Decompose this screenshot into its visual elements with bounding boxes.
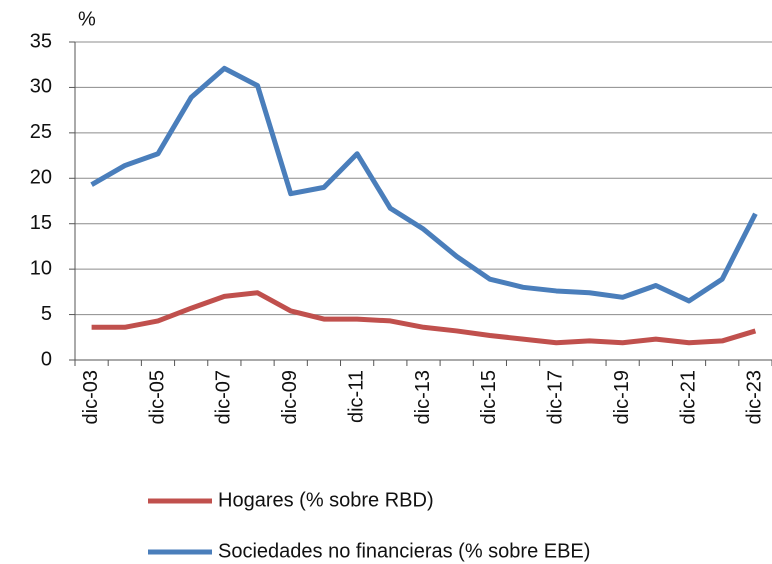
y-tick-label: 0 [41,348,52,370]
y-tick-label: 15 [30,212,52,234]
series-line [90,65,758,304]
x-tick-label: dic-21 [677,370,699,424]
y-tick-label: 20 [30,167,52,189]
x-tick-label: dic-17 [545,370,567,424]
x-tick-label: dic-13 [412,370,434,424]
legend-label: Hogares (% sobre RBD) [218,489,434,511]
y-tick-label: 10 [30,257,52,279]
x-tick-label: dic-05 [146,370,168,424]
x-tick-label: dic-03 [80,370,102,424]
series-line [91,290,757,346]
y-tick-label: 35 [30,30,52,52]
x-tick-label: dic-07 [213,370,235,424]
y-axis-unit: % [78,8,96,30]
y-tick-label: 30 [30,76,52,98]
legend-label: Sociedades no financieras (% sobre EBE) [218,540,590,562]
x-tick-label: dic-15 [478,370,500,424]
x-tick-label: dic-19 [611,370,633,424]
x-tick-label: dic-11 [345,370,367,423]
y-tick-label: 5 [41,303,52,325]
x-tick-label: dic-23 [744,370,766,424]
y-tick-label: 25 [30,121,52,143]
x-tick-label: dic-09 [279,370,301,424]
